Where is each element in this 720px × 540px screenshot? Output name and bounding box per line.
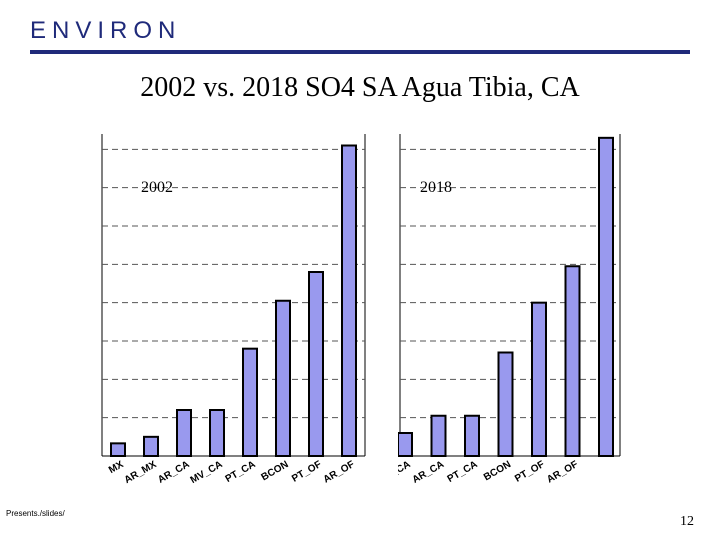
chart-title: 2002 vs. 2018 SO4 SA Agua Tibia, CA <box>140 72 580 103</box>
tick-label: PT_CA <box>446 459 480 485</box>
chart-2002: 2002 MX AR_MX AR_CA MV_CA PT_CA BCON PT_OF AR_OF <box>100 134 370 504</box>
tick-label: MV_CA <box>189 459 225 486</box>
logo-text: ENVIRON <box>30 17 175 44</box>
tick-label: PT_OF <box>513 459 546 485</box>
panel-label: 2002 <box>141 179 173 196</box>
bar-PT_CA <box>242 347 258 458</box>
tick-label: AR_CA <box>411 459 446 486</box>
bar-AR_OF <box>341 144 357 457</box>
tick-label: MX <box>107 459 126 476</box>
chart-2018: 2018 MV_CA AR_CA PT_CA BCON PT_OF AR_OF <box>377 134 623 504</box>
bar-BCON <box>497 351 514 457</box>
tick-label: AR_CA <box>156 459 191 486</box>
tick-label: MV_CA <box>398 459 413 486</box>
tick-label: BCON <box>259 459 290 483</box>
bar-extra <box>598 136 614 457</box>
tick-label: AR_OF <box>322 459 357 485</box>
bar-AR_CA <box>430 414 447 457</box>
footer-path: Presents./slides/ <box>6 509 65 518</box>
bar-AR_MX <box>143 435 159 458</box>
bar-PT_CA <box>464 414 480 457</box>
tick-label: AR_MX <box>123 459 159 486</box>
page-number: 12 <box>680 514 694 529</box>
bar-AR_CA <box>176 409 192 457</box>
bar-MX <box>110 442 126 458</box>
bar-BCON <box>275 299 291 457</box>
bar-MV_CA <box>209 409 225 457</box>
bar-AR_OF <box>564 265 581 457</box>
panel-label: 2018 <box>420 179 452 196</box>
tick-label: PT_CA <box>224 459 258 485</box>
bar-PT_OF <box>308 271 324 457</box>
header-rule <box>30 50 690 54</box>
bar-MV_CA <box>397 432 413 457</box>
bar-PT_OF <box>531 301 547 457</box>
tick-label: BCON <box>482 459 513 483</box>
tick-label: PT_OF <box>290 459 323 485</box>
environ-logo: ENVIRON <box>30 14 175 49</box>
tick-label: AR_OF <box>545 459 580 485</box>
